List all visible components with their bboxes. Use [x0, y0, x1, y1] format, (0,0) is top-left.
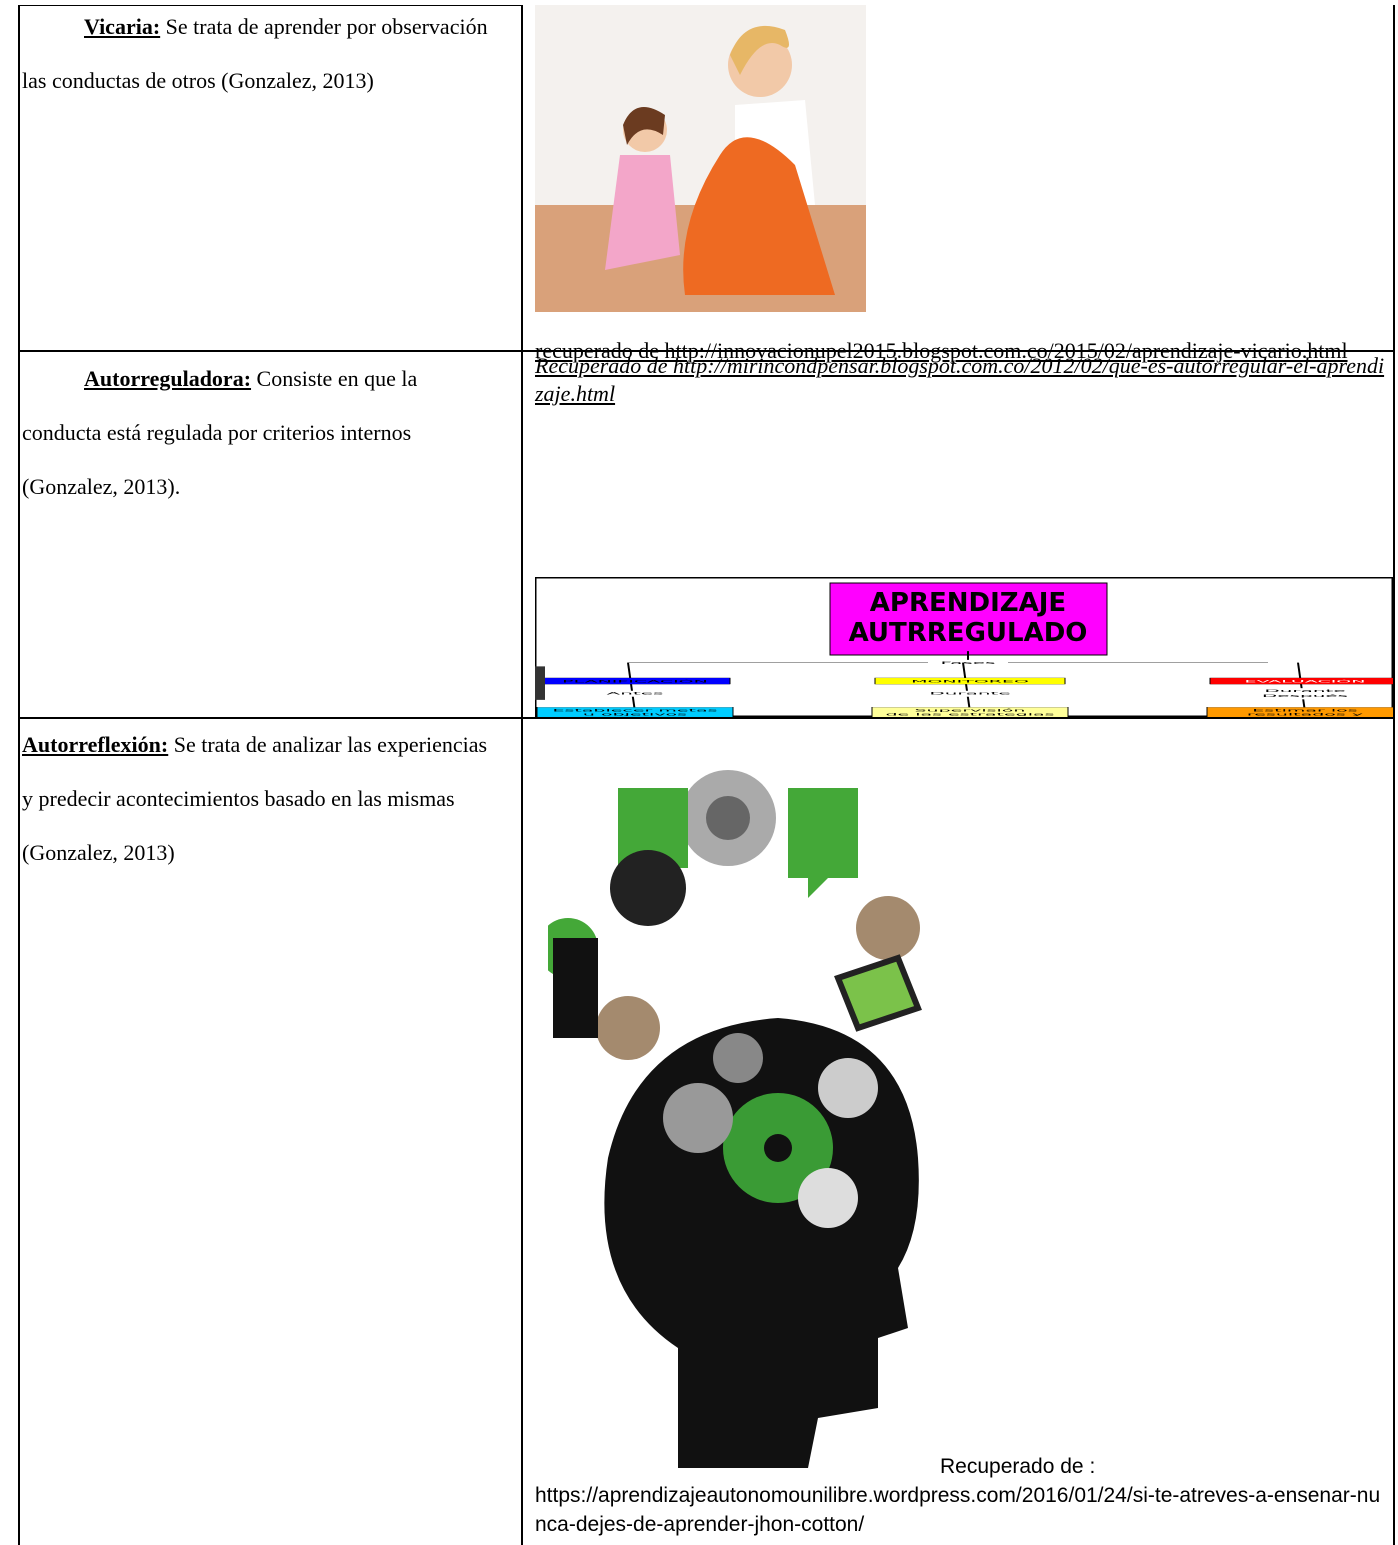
phase-action: u objetivos [583, 712, 687, 716]
border [18, 5, 20, 1545]
connector-label: Fases [940, 661, 995, 665]
phase-action: Estimar los [1252, 708, 1357, 712]
source-link[interactable]: Recuperado de http://mirincondpensar.blo… [535, 353, 1385, 406]
phase-name: PLANIFICACIÓN [562, 679, 708, 684]
term: Autorreguladora: [84, 366, 252, 391]
phase-timing: Después [1262, 694, 1348, 698]
term: Autorreflexión: [22, 732, 169, 757]
term: Vicaria: [84, 14, 161, 39]
label-bg [575, 690, 695, 697]
title-box [829, 582, 1108, 656]
border [18, 717, 1395, 719]
description: Se trata de analizar las experiencias y … [22, 732, 488, 865]
phase-name: EVALUACIÓN [1245, 679, 1366, 684]
source-label: Recuperado de : [940, 1455, 1096, 1478]
source-link[interactable]: https://aprendizajeautonomounilibre.word… [535, 1484, 1381, 1536]
label-bg [1245, 688, 1365, 700]
border [18, 350, 1395, 352]
phase-action: de las estrategias [885, 712, 1054, 716]
label-bg [928, 659, 1008, 666]
border [521, 5, 523, 1545]
connector [962, 662, 971, 712]
diagram-title: APRENDIZAJE [870, 588, 1066, 618]
border [1393, 5, 1395, 1545]
border [18, 5, 523, 6]
cell-text: Autorreflexión: Se trata de analizar las… [22, 718, 502, 880]
action-box [1206, 707, 1393, 717]
side-bar [535, 666, 545, 700]
connector [627, 662, 636, 712]
phase-action: Supervisión [915, 708, 1026, 712]
phase-box [874, 677, 1066, 685]
diagram-lower: Fases PLANIFICACIÓN Antes Establecer metasu… [535, 651, 1393, 717]
phase-action: resultados y [1247, 712, 1363, 716]
description: Consiste en que la conducta está regulad… [22, 366, 418, 499]
label-bg [910, 690, 1030, 697]
diagram-title: AUTRREGULADO [849, 618, 1088, 648]
phase-timing: Durante [929, 691, 1011, 695]
phase-timing: Antes [607, 691, 664, 695]
phase-box [1209, 677, 1393, 685]
head-illustration [548, 770, 922, 1468]
phase-timing: Durante [1264, 689, 1346, 693]
connector [1297, 662, 1306, 712]
action-box [871, 707, 1069, 717]
phase-action: Establecer metas [552, 708, 717, 712]
cell-text: Autorreguladora: Consiste en que la cond… [22, 352, 502, 514]
cell-text: Vicaria: Se trata de aprender por observ… [22, 0, 502, 108]
description: Se trata de aprender por observación las… [22, 14, 488, 93]
photo [535, 5, 866, 312]
action-box [536, 707, 734, 717]
phase-name: MONITOREO [911, 679, 1029, 683]
source-link[interactable]: recuperado de http://innovacionupel2015.… [535, 338, 1348, 363]
